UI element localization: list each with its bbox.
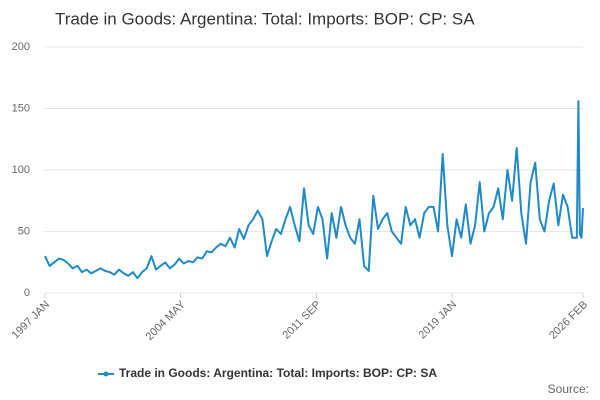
y-tick-label: 50 xyxy=(18,225,30,237)
x-tick-label: 2019 JAN xyxy=(416,299,459,342)
y-tick-label: 150 xyxy=(12,102,30,114)
chart-title: Trade in Goods: Argentina: Total: Import… xyxy=(55,9,475,28)
x-tick-label: 2004 MAY xyxy=(144,298,189,343)
data-line xyxy=(44,100,584,280)
x-tick-label: 2026 FEB xyxy=(547,299,590,342)
x-tick-label: 1997 JAN xyxy=(10,299,53,342)
y-tick-label: 100 xyxy=(12,164,30,176)
y-tick-label: 0 xyxy=(24,287,30,299)
legend-marker xyxy=(103,371,109,377)
legend-label: Trade in Goods: Argentina: Total: Import… xyxy=(119,366,437,380)
source: Source: xyxy=(548,382,589,396)
y-tick-label: 200 xyxy=(12,41,30,53)
x-tick-label: 2011 SEP xyxy=(281,299,324,342)
